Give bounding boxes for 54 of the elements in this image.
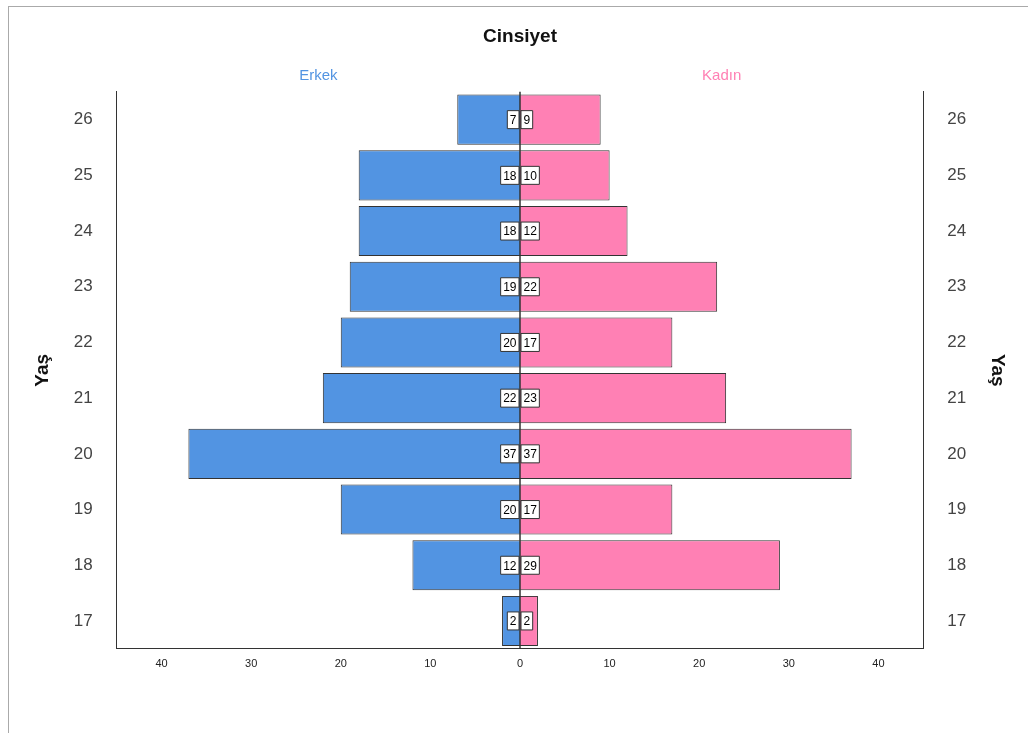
category-label: 21 — [947, 387, 967, 407]
y-tick-label: 25 — [73, 165, 93, 185]
x-tick-label: 40 — [155, 657, 168, 670]
y-tick-label: 24 — [73, 220, 93, 240]
data-label: 12 — [503, 558, 517, 573]
data-label: 37 — [503, 447, 517, 462]
y-tick-label: 19 — [73, 499, 93, 519]
data-label: 17 — [523, 335, 538, 350]
y-tick-label: 23 — [73, 276, 93, 296]
x-tick-label: 20 — [693, 657, 706, 670]
x-tick-label: 40 — [872, 657, 885, 670]
data-label: 22 — [523, 280, 538, 295]
data-label: 9 — [523, 112, 531, 127]
data-label: 2 — [523, 614, 531, 629]
y-tick-label: 18 — [73, 554, 93, 574]
x-tick-label: 0 — [516, 657, 524, 670]
data-label: 17 — [523, 502, 538, 517]
data-label: 23 — [523, 391, 538, 406]
data-label: 12 — [523, 224, 538, 239]
data-label: 29 — [523, 558, 538, 573]
category-label: 25 — [947, 165, 967, 185]
category-label: 23 — [947, 276, 967, 296]
text: Yaş — [988, 353, 1010, 387]
category-label: 17 — [947, 610, 967, 630]
x-tick-label: 20 — [334, 657, 347, 670]
data-label: 22 — [503, 391, 517, 406]
data-label: 37 — [523, 447, 538, 462]
data-label: 20 — [503, 335, 517, 350]
y-tick-label: 17 — [73, 610, 93, 630]
category-label: 22 — [947, 332, 967, 352]
x-tick-label: 10 — [603, 657, 616, 670]
y-tick-label: 21 — [73, 387, 93, 407]
chart-title: Cinsiyet — [483, 24, 558, 46]
y-axis-title: Yaş — [30, 353, 52, 387]
category-label: 26 — [947, 109, 967, 129]
data-label: 18 — [503, 168, 517, 183]
y-tick-label: 22 — [73, 332, 93, 352]
x-tick-label: 10 — [424, 657, 437, 670]
category-label: 19 — [947, 499, 967, 519]
category-label: 20 — [947, 443, 967, 463]
y-tick-label: 26 — [73, 109, 93, 129]
x-tick-label: 30 — [245, 657, 258, 670]
category-label: 24 — [947, 220, 967, 240]
data-label: 20 — [503, 502, 517, 517]
data-label: 19 — [503, 280, 517, 295]
data-label: 2 — [509, 614, 517, 629]
text: Erkek — [299, 66, 339, 84]
data-label: 7 — [509, 112, 517, 127]
text: Kadın — [702, 66, 742, 84]
data-label: 10 — [523, 168, 538, 183]
x-tick-label: 30 — [782, 657, 795, 670]
data-label: 18 — [503, 224, 517, 239]
y-tick-label: 20 — [73, 443, 93, 463]
category-label: 18 — [947, 554, 967, 574]
